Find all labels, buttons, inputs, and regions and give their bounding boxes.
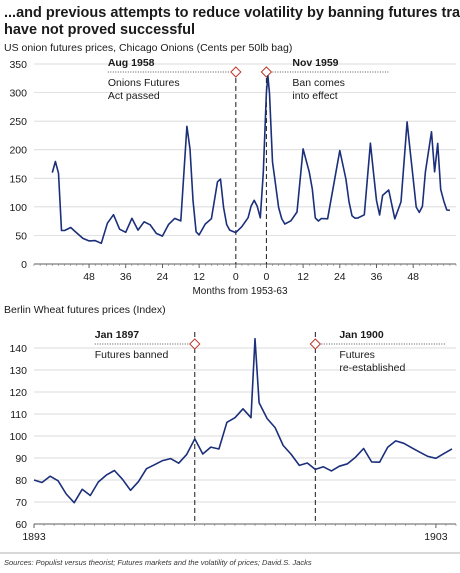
y-tick-label: 100: [9, 202, 27, 214]
annotation-marker: [309, 338, 322, 350]
x-tick-label: 0: [263, 271, 269, 283]
x-tick-label: 48: [83, 271, 95, 283]
onion-chart: US onion futures prices, Chicago Onions …: [4, 42, 457, 297]
annotation-text: re-established: [339, 362, 405, 374]
annotation-text: Act passed: [108, 90, 160, 102]
annotation-text: into effect: [292, 90, 337, 102]
annotation-marker: [189, 338, 201, 350]
x-tick-label: 12: [193, 271, 205, 283]
wheat-chart-title: Berlin Wheat futures prices (Index): [4, 304, 166, 316]
y-tick-label: 50: [15, 230, 27, 242]
headline-line2: have not proved successful: [4, 22, 195, 38]
x-tick-label: 0: [233, 271, 239, 283]
y-tick-label: 80: [15, 475, 27, 487]
x-tick-label: 24: [157, 271, 169, 283]
y-tick-label: 100: [9, 431, 27, 443]
headline-line1: ...and previous attempts to reduce volat…: [4, 5, 460, 21]
annotation-text: Futures: [339, 349, 375, 361]
y-tick-label: 60: [15, 519, 27, 531]
x-tick-label: 36: [120, 271, 132, 283]
annotation-text: Ban comes: [292, 77, 345, 89]
y-tick-label: 250: [9, 116, 27, 128]
annotation-title: Jan 1897: [95, 329, 140, 341]
x-tick-label: 24: [334, 271, 346, 283]
wheat-chart: Berlin Wheat futures prices (Index) 60 70…: [4, 304, 457, 543]
y-tick-label: 120: [9, 387, 27, 399]
series-line: [51, 75, 450, 245]
annotation-title: Jan 1900: [339, 329, 384, 341]
annotation-title: Aug 1958: [108, 57, 155, 69]
annotation-text: Futures banned: [95, 349, 169, 361]
x-tick-label: 36: [371, 271, 383, 283]
y-tick-label: 130: [9, 365, 27, 377]
source-note: Sources: Populist versus theorist; Futur…: [4, 558, 312, 567]
series-line: [33, 337, 453, 504]
y-tick-label: 300: [9, 88, 27, 100]
y-tick-label: 90: [15, 453, 27, 465]
annotation-marker: [230, 66, 242, 78]
onion-x-axis-label: Months from 1953-63: [192, 286, 287, 297]
annotation-text: Onions Futures: [108, 77, 180, 89]
annotation-marker: [260, 66, 273, 78]
x-tick-label: 12: [297, 271, 309, 283]
y-tick-label: 70: [15, 497, 27, 509]
onion-chart-title: US onion futures prices, Chicago Onions …: [4, 42, 292, 54]
y-tick-label: 350: [9, 59, 27, 71]
y-tick-label: 110: [10, 409, 27, 421]
y-tick-label: 150: [9, 173, 27, 185]
y-tick-label: 140: [9, 343, 27, 355]
x-tick-label: 48: [407, 271, 419, 283]
x-tick-label: 1903: [424, 531, 448, 543]
annotation-title: Nov 1959: [292, 57, 338, 69]
y-tick-label: 200: [9, 145, 27, 157]
x-tick-label: 1893: [22, 531, 46, 543]
y-tick-label: 0: [21, 259, 27, 271]
